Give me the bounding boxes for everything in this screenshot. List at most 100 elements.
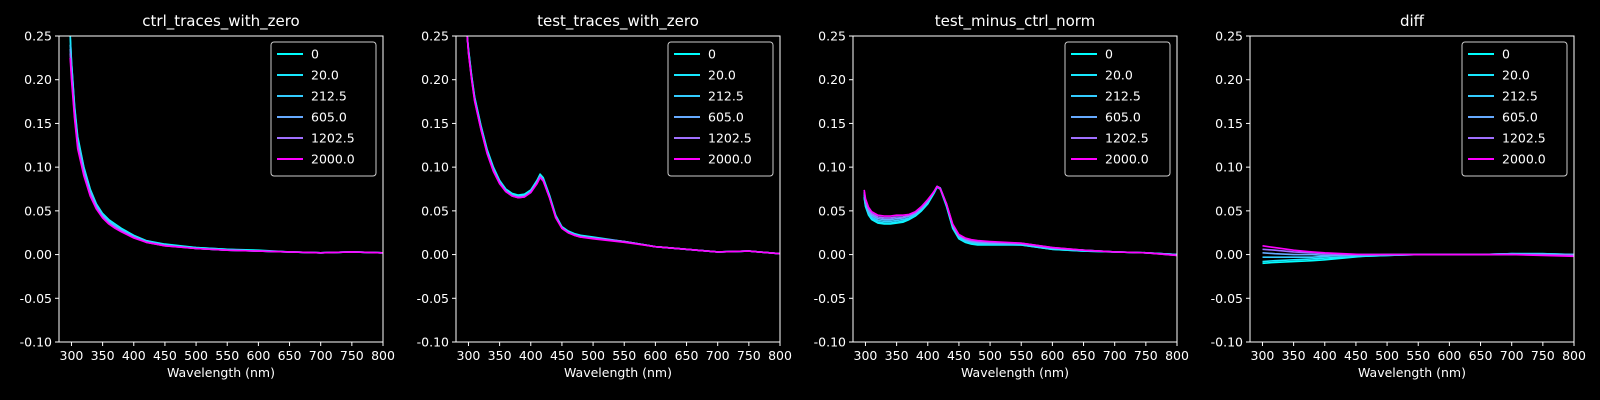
y-tick-label: -0.10	[20, 335, 52, 350]
x-tick-label: 400	[1313, 348, 1337, 363]
legend-label: 605.0	[1502, 110, 1538, 125]
y-tick-label: 0.15	[818, 116, 846, 131]
x-tick-label: 750	[340, 348, 364, 363]
x-tick-label: 600	[1437, 348, 1461, 363]
legend-label: 1202.5	[1502, 131, 1546, 146]
x-tick-label: 600	[643, 348, 667, 363]
x-tick-label: 300	[854, 348, 878, 363]
y-tick-label: 0.15	[421, 116, 449, 131]
x-tick-label: 550	[215, 348, 239, 363]
series-lines	[863, 185, 1177, 257]
legend-label: 20.0	[311, 68, 339, 83]
y-tick-label: 0.05	[1215, 203, 1243, 218]
x-tick-label: 650	[278, 348, 302, 363]
legend-label: 2000.0	[708, 152, 752, 167]
x-tick-label: 350	[1282, 348, 1306, 363]
legend-label: 212.5	[311, 89, 347, 104]
x-tick-label: 300	[1251, 348, 1275, 363]
x-axis-label: Wavelength (nm)	[167, 365, 275, 380]
legend-label: 2000.0	[1502, 152, 1546, 167]
y-tick-label: 0.20	[1215, 72, 1243, 87]
x-tick-label: 800	[768, 348, 792, 363]
y-tick-label: 0.25	[24, 29, 52, 44]
y-tick-label: -0.05	[1211, 291, 1243, 306]
x-tick-label: 800	[1165, 348, 1189, 363]
legend-label: 1202.5	[1105, 131, 1149, 146]
y-tick-label: -0.05	[814, 291, 846, 306]
x-tick-label: 500	[581, 348, 605, 363]
series-line-2000.0	[466, 36, 780, 255]
y-tick-label: 0.05	[421, 203, 449, 218]
x-tick-label: 600	[246, 348, 270, 363]
legend-label: 0	[1502, 47, 1510, 62]
y-tick-label: 0.10	[24, 160, 52, 175]
series-line-2000.0	[863, 185, 1177, 257]
chart-title: test_minus_ctrl_norm	[935, 12, 1096, 31]
legend-label: 20.0	[1502, 68, 1530, 83]
series-line-2000.0	[69, 57, 383, 254]
legend-label: 2000.0	[311, 152, 355, 167]
x-tick-label: 500	[978, 348, 1002, 363]
x-tick-label: 550	[1009, 348, 1033, 363]
chart-panel-3: test_minus_ctrl_norm 0.25 0.20 0.15 0.10 0.05…	[814, 12, 1189, 380]
x-tick-label: 750	[737, 348, 761, 363]
chart-title: test_traces_with_zero	[537, 12, 699, 31]
x-tick-label: 700	[1500, 348, 1524, 363]
y-tick-label: 0.25	[818, 29, 846, 44]
x-tick-label: 750	[1531, 348, 1555, 363]
y-tick-label: 0.15	[1215, 116, 1243, 131]
x-tick-label: 400	[122, 348, 146, 363]
legend-label: 20.0	[708, 68, 736, 83]
x-tick-label: 750	[1134, 348, 1158, 363]
y-tick-label: -0.05	[20, 291, 52, 306]
x-axis-label: Wavelength (nm)	[564, 365, 672, 380]
y-tick-label: -0.10	[417, 335, 449, 350]
x-tick-label: 650	[675, 348, 699, 363]
x-tick-label: 350	[885, 348, 909, 363]
legend-label: 1202.5	[311, 131, 355, 146]
chart-panel-4: diff 0.25 0.20 0.15 0.10 0.05 0.00 -0.05 -0.10 30…	[1211, 12, 1586, 380]
series-lines	[466, 36, 780, 255]
chart-title: diff	[1400, 12, 1425, 30]
x-tick-label: 450	[550, 348, 574, 363]
x-tick-label: 450	[1344, 348, 1368, 363]
legend-label: 0	[1105, 47, 1113, 62]
plot-frame	[1249, 35, 1575, 343]
legend-label: 212.5	[1105, 89, 1141, 104]
y-tick-label: 0.10	[421, 160, 449, 175]
chart-panel-1: ctrl_traces_with_zero 0.25 0.20 0.15 0.10 0.0…	[20, 12, 395, 380]
x-tick-label: 800	[1562, 348, 1586, 363]
x-tick-label: 700	[706, 348, 730, 363]
x-tick-label: 550	[612, 348, 636, 363]
chart-panel-2: test_traces_with_zero 0.25 0.20 0.15 0.10 0.0…	[417, 12, 792, 380]
x-tick-label: 600	[1040, 348, 1064, 363]
x-tick-label: 450	[153, 348, 177, 363]
x-tick-label: 500	[1375, 348, 1399, 363]
y-tick-label: 0.00	[421, 247, 449, 262]
y-tick-label: 0.00	[1215, 247, 1243, 262]
legend-label: 605.0	[311, 110, 347, 125]
x-tick-label: 300	[457, 348, 481, 363]
y-tick-label: 0.15	[24, 116, 52, 131]
x-tick-label: 800	[371, 348, 395, 363]
plot-frame	[852, 35, 1178, 343]
x-tick-label: 400	[519, 348, 543, 363]
series-lines	[1262, 245, 1574, 265]
x-axis-label: Wavelength (nm)	[1358, 365, 1466, 380]
plot-frame	[58, 35, 384, 343]
y-tick-label: 0.05	[24, 203, 52, 218]
series-line-2000.0	[1262, 245, 1574, 258]
legend-label: 1202.5	[708, 131, 752, 146]
legend-label: 20.0	[1105, 68, 1133, 83]
x-tick-label: 300	[60, 348, 84, 363]
y-tick-label: 0.00	[24, 247, 52, 262]
y-tick-label: 0.00	[818, 247, 846, 262]
y-tick-label: 0.05	[818, 203, 846, 218]
y-tick-label: 0.10	[1215, 160, 1243, 175]
y-tick-label: -0.10	[814, 335, 846, 350]
legend-label: 2000.0	[1105, 152, 1149, 167]
x-tick-label: 500	[184, 348, 208, 363]
chart-title: ctrl_traces_with_zero	[142, 12, 299, 31]
